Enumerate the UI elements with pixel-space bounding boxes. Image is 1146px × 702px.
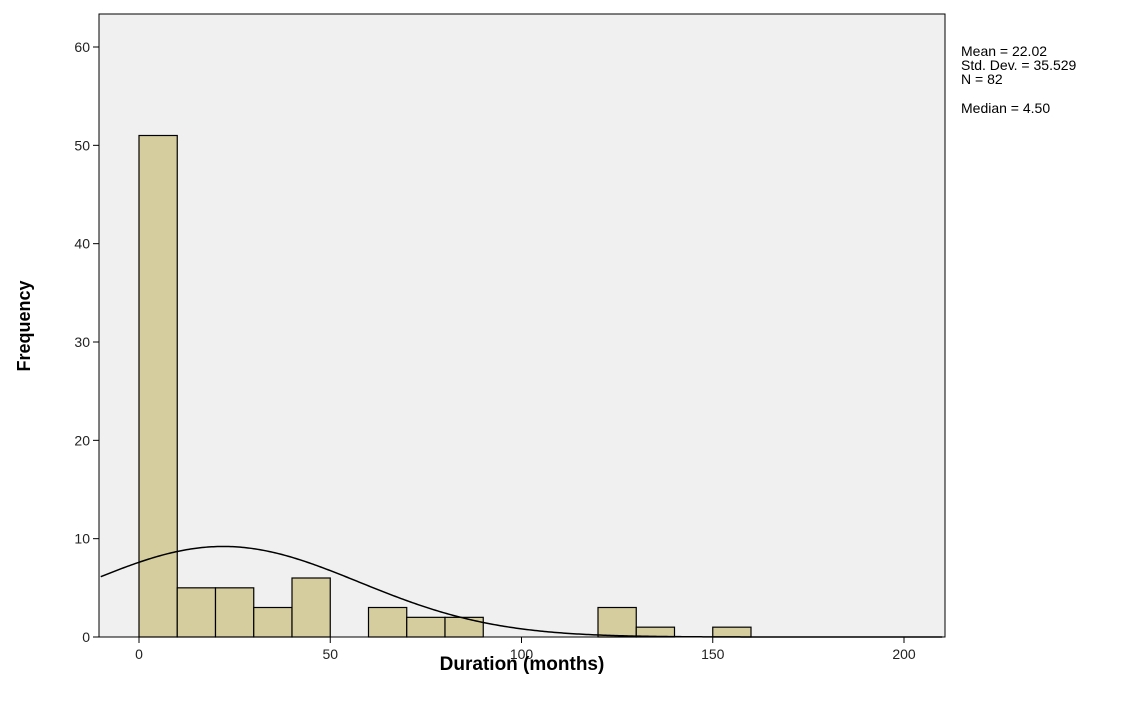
histogram-bar [138, 134, 178, 638]
plot-area [98, 13, 946, 638]
x-axis-ticks: 0 50 100 150 200 [135, 637, 916, 662]
x-tick-label: 150 [701, 646, 725, 662]
histogram-bars [138, 134, 752, 638]
normal-curve [100, 545, 943, 638]
histogram-bar [444, 616, 484, 638]
y-tick-label: 50 [74, 137, 90, 153]
y-axis-title: Frequency [14, 280, 34, 371]
stat-median: Median = 4.50 [961, 100, 1050, 116]
histogram-bar [253, 606, 293, 638]
histogram-bar [406, 616, 446, 638]
stat-mean: Mean = 22.02 [961, 43, 1047, 59]
y-axis-ticks: 0 10 20 30 40 50 60 [74, 39, 99, 645]
stats-box: Mean = 22.02 Std. Dev. = 35.529 N = 82 M… [961, 43, 1077, 116]
histogram-bar [597, 606, 637, 638]
y-tick-label: 20 [74, 432, 90, 448]
x-tick-label: 200 [892, 646, 916, 662]
stat-n: N = 82 [961, 71, 1003, 87]
histogram-bar [367, 606, 408, 638]
y-tick-label: 60 [74, 39, 90, 55]
x-tick-label: 0 [135, 646, 143, 662]
x-tick-label: 100 [510, 646, 534, 662]
histogram-bar [291, 577, 331, 638]
stat-std-dev: Std. Dev. = 35.529 [961, 57, 1077, 73]
histogram-bar [712, 626, 752, 638]
y-tick-label: 10 [74, 531, 90, 547]
x-tick-label: 50 [322, 646, 338, 662]
histogram-bar [214, 587, 255, 638]
histogram-bar [176, 587, 217, 638]
y-tick-label: 30 [74, 334, 90, 350]
y-tick-label: 40 [74, 236, 90, 252]
x-axis-title: Duration (months) [440, 654, 605, 675]
y-tick-label: 0 [82, 629, 90, 645]
